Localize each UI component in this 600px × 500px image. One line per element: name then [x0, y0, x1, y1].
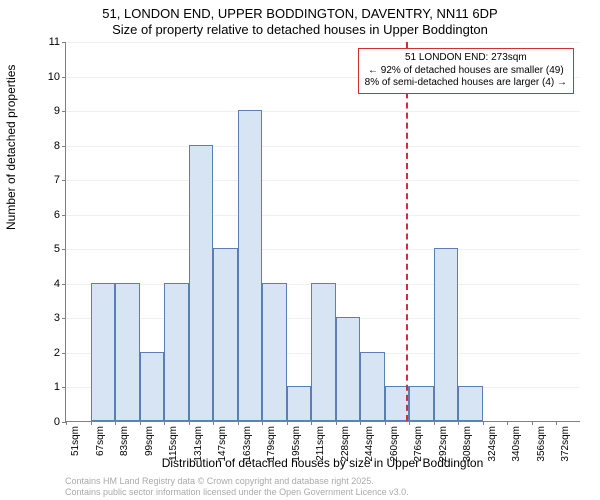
y-tick-label: 9 — [40, 105, 60, 117]
annotation-line: 8% of semi-detached houses are larger (4… — [365, 77, 567, 90]
attribution-text: Contains HM Land Registry data © Crown c… — [65, 476, 580, 498]
histogram-bar — [238, 110, 263, 421]
attribution-line1: Contains HM Land Registry data © Crown c… — [65, 476, 580, 487]
histogram-bar — [213, 248, 238, 421]
y-tick-label: 5 — [40, 243, 60, 255]
histogram-bar — [458, 386, 483, 421]
histogram-bar — [287, 386, 312, 421]
histogram-bar — [140, 352, 165, 421]
y-tick-label: 3 — [40, 312, 60, 324]
y-tick-label: 1 — [40, 381, 60, 393]
attribution-line2: Contains public sector information licen… — [65, 487, 580, 498]
histogram-bar — [311, 283, 336, 421]
chart-title-line2: Size of property relative to detached ho… — [0, 22, 600, 37]
plot-area: 51sqm67sqm83sqm99sqm115sqm131sqm147sqm16… — [65, 42, 580, 422]
x-tick-label: 83sqm — [119, 426, 130, 456]
histogram-bar — [164, 283, 189, 421]
annotation-line: ← 92% of detached houses are smaller (49… — [365, 65, 567, 78]
histogram-bar — [409, 386, 434, 421]
histogram-bar — [91, 283, 116, 421]
histogram-chart: 51, LONDON END, UPPER BODDINGTON, DAVENT… — [0, 0, 600, 500]
y-tick-label: 8 — [40, 140, 60, 152]
annotation-line: 51 LONDON END: 273sqm — [365, 52, 567, 65]
y-axis-label: Number of detached properties — [4, 65, 18, 230]
chart-title-line1: 51, LONDON END, UPPER BODDINGTON, DAVENT… — [0, 6, 600, 21]
histogram-bar — [189, 145, 214, 421]
histogram-bar — [115, 283, 140, 421]
y-tick-label: 0 — [40, 416, 60, 428]
histogram-bar — [336, 317, 361, 421]
y-tick-label: 10 — [40, 71, 60, 83]
histogram-bar — [434, 248, 459, 421]
y-tick-label: 4 — [40, 278, 60, 290]
y-tick-label: 11 — [40, 36, 60, 48]
y-tick-label: 6 — [40, 209, 60, 221]
y-tick-label: 7 — [40, 174, 60, 186]
x-tick-label: 67sqm — [95, 426, 106, 456]
marker-line — [406, 42, 408, 421]
x-tick-label: 51sqm — [70, 426, 81, 456]
y-tick-label: 2 — [40, 347, 60, 359]
histogram-bar — [262, 283, 287, 421]
x-tick-label: 99sqm — [144, 426, 155, 456]
x-axis-label: Distribution of detached houses by size … — [65, 456, 580, 470]
histogram-bar — [360, 352, 385, 421]
annotation-box: 51 LONDON END: 273sqm← 92% of detached h… — [358, 48, 574, 94]
